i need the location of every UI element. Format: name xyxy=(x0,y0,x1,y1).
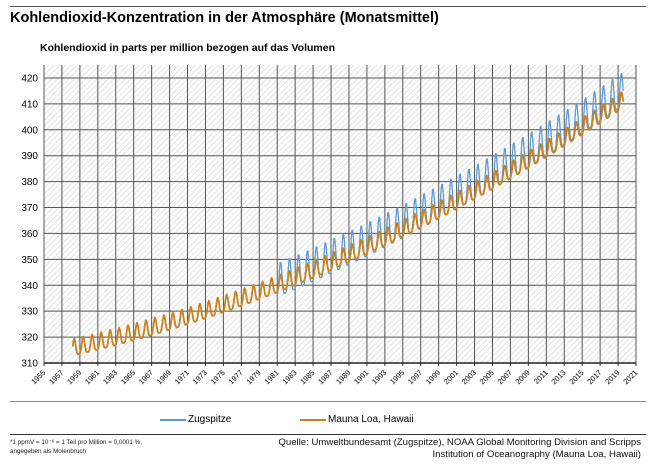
y-tick-label: 380 xyxy=(21,177,38,188)
x-tick-label: 1985 xyxy=(298,368,316,386)
x-tick-label: 1993 xyxy=(370,368,388,386)
x-tick-label: 2007 xyxy=(496,368,514,386)
x-tick-label: 1999 xyxy=(424,368,442,386)
series-line-zugspitze xyxy=(276,72,624,296)
source-note: Quelle: Umweltbundesamt (Zugspitze), NOA… xyxy=(278,437,641,461)
source-line-2: Institution of Oceanography (Mauna Loa, … xyxy=(432,449,641,460)
x-tick-label: 1965 xyxy=(119,368,137,386)
x-tick-label: 1961 xyxy=(83,368,101,386)
x-axis: 1955 1957 1959 1961 1963 1965 1967 1969 1971 1973… xyxy=(29,362,639,386)
footnote-line-1: *1 ppmV = 10⁻⁶ = 1 Teil pro Million = 0,… xyxy=(10,439,142,446)
x-tick-label: 2001 xyxy=(442,368,460,386)
x-tick-label: 1959 xyxy=(65,368,83,386)
legend-swatch-zugspitze xyxy=(160,418,186,421)
x-tick-label: 1967 xyxy=(137,368,155,386)
x-tick-label: 1973 xyxy=(191,368,209,386)
x-tick-label: 1989 xyxy=(334,368,352,386)
y-tick-label: 370 xyxy=(21,203,38,214)
series-group xyxy=(71,72,625,356)
x-tick-label: 1955 xyxy=(29,368,47,386)
y-tick-label: 330 xyxy=(21,307,38,318)
y-tick-label: 350 xyxy=(21,255,38,266)
x-tick-label: 2017 xyxy=(585,368,603,386)
footer-divider xyxy=(10,434,646,435)
legend-divider xyxy=(10,401,646,402)
x-tick-label: 2005 xyxy=(478,368,496,386)
chart-canvas: 310 320 330 340 350 360 370 380 390 400 410 420 195… xyxy=(21,65,639,386)
y-tick-label: 400 xyxy=(21,125,38,136)
legend-item-mauna-loa: Mauna Loa, Hawaii xyxy=(300,414,414,425)
x-tick-label: 1957 xyxy=(47,368,65,386)
legend-label-mauna-loa: Mauna Loa, Hawaii xyxy=(328,414,414,425)
y-axis: 310 320 330 340 350 360 370 380 390 400 410 420 xyxy=(21,65,45,370)
x-tick-label: 2009 xyxy=(514,368,532,386)
x-tick-label: 2011 xyxy=(532,368,550,386)
x-tick-label: 1983 xyxy=(280,368,298,386)
x-tick-label: 1977 xyxy=(227,368,245,386)
legend-swatch-mauna-loa xyxy=(300,418,326,421)
x-tick-label: 1975 xyxy=(209,368,227,386)
series-line-mauna-loa-hawaii xyxy=(71,91,625,356)
chart-title: Kohlendioxid-Konzentration in der Atmosp… xyxy=(10,10,439,26)
x-tick-label: 1981 xyxy=(262,368,280,386)
x-tick-label: 1991 xyxy=(352,368,370,386)
x-tick-label: 1995 xyxy=(388,368,406,386)
x-tick-label: 1979 xyxy=(245,368,263,386)
grid-lines xyxy=(43,65,637,364)
plot-area xyxy=(44,65,636,363)
x-tick-label: 2021 xyxy=(621,368,639,386)
chart-subtitle: Kohlendioxid in parts per million bezoge… xyxy=(40,42,335,54)
y-tick-label: 340 xyxy=(21,281,38,292)
y-tick-label: 310 xyxy=(21,359,38,370)
x-tick-label: 2013 xyxy=(549,368,567,386)
x-tick-label: 1969 xyxy=(155,368,173,386)
x-tick-label: 2003 xyxy=(460,368,478,386)
x-tick-label: 1987 xyxy=(316,368,334,386)
x-tick-label: 1963 xyxy=(101,368,119,386)
legend-label-zugspitze: Zugspitze xyxy=(188,414,232,425)
footnote: *1 ppmV = 10⁻⁶ = 1 Teil pro Million = 0,… xyxy=(10,438,142,456)
y-tick-label: 360 xyxy=(21,229,38,240)
y-tick-label: 320 xyxy=(21,333,38,344)
x-tick-label: 1997 xyxy=(406,368,424,386)
y-tick-label: 390 xyxy=(21,151,38,162)
x-tick-label: 2019 xyxy=(603,368,621,386)
y-tick-label: 420 xyxy=(21,73,38,84)
top-divider xyxy=(10,6,646,7)
legend-item-zugspitze: Zugspitze xyxy=(160,414,231,425)
x-tick-label: 2015 xyxy=(567,368,585,386)
source-line-1: Quelle: Umweltbundesamt (Zugspitze), NOA… xyxy=(278,437,641,448)
x-tick-label: 1971 xyxy=(173,368,191,386)
footnote-line-2: angegeben als Molenbruch xyxy=(10,448,86,455)
y-tick-label: 410 xyxy=(21,99,38,110)
